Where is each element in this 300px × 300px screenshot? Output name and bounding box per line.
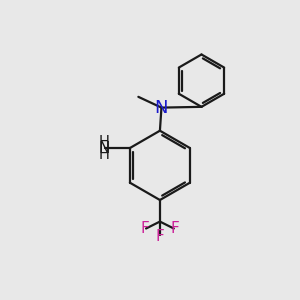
Text: F: F	[155, 229, 164, 244]
Text: F: F	[141, 221, 150, 236]
Text: H: H	[98, 135, 109, 150]
Text: F: F	[170, 221, 179, 236]
Text: H: H	[98, 147, 109, 162]
Text: N: N	[155, 99, 168, 117]
Text: N: N	[98, 140, 110, 155]
